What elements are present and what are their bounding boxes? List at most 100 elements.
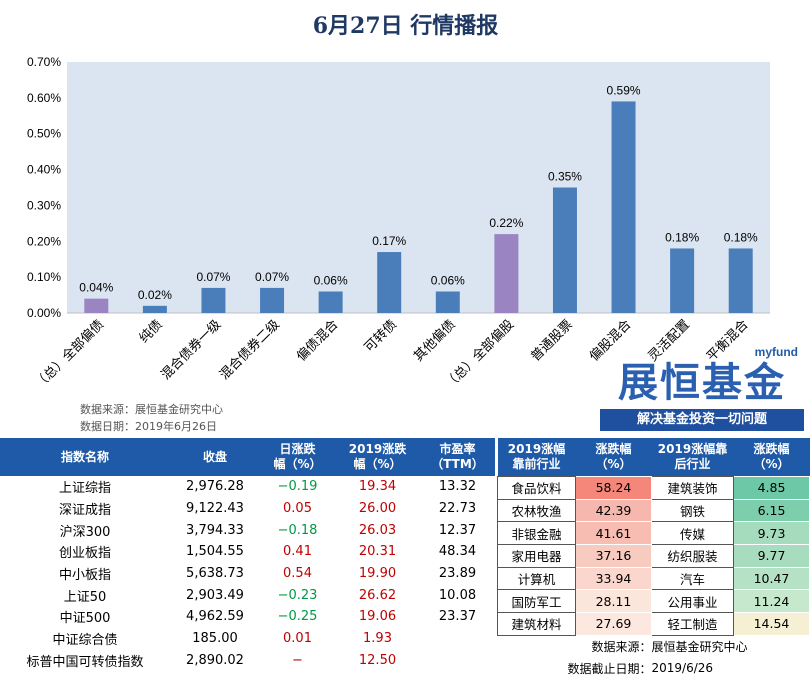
table-cell: 4.85 [733,476,810,500]
x-tick-label: 可转债 [362,317,400,355]
y-tick-label: 0.10% [27,270,61,284]
table-cell: 12.50 [358,652,397,668]
date-note: 数据日期：2019年6月26日 [80,420,217,433]
table-cell: 27.69 [575,612,652,636]
table-cell [420,650,495,672]
table-cell: 公用事业 [651,589,734,614]
column-header: 收盘 [170,438,260,476]
data-label: 0.18% [665,230,699,244]
x-tick-label: 偏债混合 [294,317,341,364]
plot-area [67,62,770,313]
table-cell: 国防军工 [497,589,576,614]
table-cell: 中证综合债 [52,633,118,649]
bar [84,298,109,313]
table-row: 标普中国可转债指数 2,890.02 − 12.50 [0,650,495,672]
table-cell [420,628,495,650]
page-title: 6月27日 行情播报 [312,13,499,39]
data-label: 0.07% [196,270,230,284]
table-cell: 19.90 [358,566,397,582]
bar [670,248,695,313]
bar-chart: 0.00% 0.10% 0.20% 0.30% 0.40% 0.50% 0.60% 0.70%… [27,55,770,393]
data-label: 0.02% [138,288,172,302]
table-cell: 建筑材料 [497,612,576,636]
table-cell: 33.94 [575,566,652,591]
x-tick-label: 混合债券一级 [158,317,224,383]
brand-logo: myfund 展恒基金 解决基金投资一切问题 [596,345,806,437]
table-cell: 汽车 [651,566,734,591]
logo-myfund: myfund [754,345,798,359]
table-cell: 传媒 [651,521,734,546]
table-row: 中证500 4,962.59 −0.25 19.06 23.37 [0,606,495,628]
table-cell: 26.00 [358,501,397,517]
table-cell: 11.24 [733,589,810,614]
table-cell: 创业板指 [58,546,111,562]
footer-row: 数据截止日期： 2019/6/26 [498,658,810,680]
table-cell: 22.73 [438,501,477,517]
footer-value: 展恒基金研究中心 [651,640,748,655]
data-label: 0.06% [314,273,348,287]
bar [260,287,285,313]
table-cell: 钢铁 [651,498,734,523]
table-row: 计算机 33.94 汽车 10.47 [497,566,810,591]
table-cell: 2,903.49 [186,587,244,603]
bar [318,291,343,313]
column-header: 2019涨跌 幅（%） [335,438,420,476]
table-cell: 9.77 [733,544,810,568]
bar [435,291,460,313]
table-row: 国防军工 28.11 公用事业 11.24 [497,589,810,614]
table-cell: 0.05 [283,501,312,517]
table-row: 中小板指 5,638.73 0.54 19.90 23.89 [0,563,495,585]
table-cell: 2,890.02 [186,652,244,668]
table-cell: 185.00 [192,631,238,647]
footer-label: 数据来源： [591,640,652,655]
table-cell: 农林牧渔 [497,498,576,523]
bar [377,252,402,313]
data-label: 0.17% [372,234,406,248]
table-cell: 23.89 [438,566,477,582]
table-cell: 轻工制造 [651,612,734,636]
table-cell: 纺织服装 [651,544,734,568]
table-row: 创业板指 1,504.55 0.41 20.31 48.34 [0,541,495,563]
table-cell: 26.62 [358,587,397,603]
table-cell: 0.01 [283,631,312,647]
table-cell: 计算机 [497,566,576,591]
footer-row: 数据来源： 展恒基金研究中心 [498,635,810,657]
table-cell: 2,976.28 [186,479,244,495]
bar [552,187,577,313]
table-cell: 26.03 [358,522,397,538]
x-tick-label: 混合债券二级 [216,317,282,383]
table-cell: 5,638.73 [186,566,244,582]
bar [142,305,167,313]
table-cell: 20.31 [358,544,397,560]
table-cell: 6.15 [733,498,810,523]
y-tick-label: 0.40% [27,163,61,177]
table-row: 家用电器 37.16 纺织服装 9.77 [497,544,810,568]
table-cell: 48.34 [438,544,477,560]
column-header: 指数名称 [0,438,170,476]
column-header: 2019涨幅靠 后行业 [651,438,734,477]
footer-label: 数据截止日期： [567,661,652,676]
column-header: 日涨跌 幅（%） [260,438,335,476]
index-table: 指数名称 收盘 日涨跌 幅（%） 2019涨跌 幅（%） 市盈率 （TTM） 上证综指 2,97… [0,438,495,671]
table-cell: 41.61 [575,521,652,546]
table-cell: −0.19 [277,479,318,495]
table-cell: 3,794.33 [186,522,244,538]
bar [494,234,519,313]
x-tick-label: 纯债 [137,317,166,346]
y-tick-label: 0.00% [27,306,61,320]
column-header: 涨跌幅 （%） [575,438,652,477]
table-cell: −0.23 [277,587,318,603]
table-cell: 非银金融 [497,521,576,546]
table-cell: 4,962.59 [186,609,244,625]
industry-table: 2019涨幅 靠前行业 涨跌幅 （%） 2019涨幅靠 后行业 涨跌幅 （%） 食品饮料 58.… [497,438,810,679]
bar [611,101,636,313]
table-cell: 10.47 [733,566,810,591]
table-row: 深证成指 9,122.43 0.05 26.00 22.73 [0,498,495,520]
table-cell: 28.11 [575,589,652,614]
y-tick-label: 0.50% [27,127,61,141]
bar [201,287,226,313]
data-label: 0.04% [79,281,113,295]
table-cell: − [292,652,303,668]
table-cell: 0.41 [283,544,312,560]
x-tick-label: （总）全部偏债 [31,317,107,393]
